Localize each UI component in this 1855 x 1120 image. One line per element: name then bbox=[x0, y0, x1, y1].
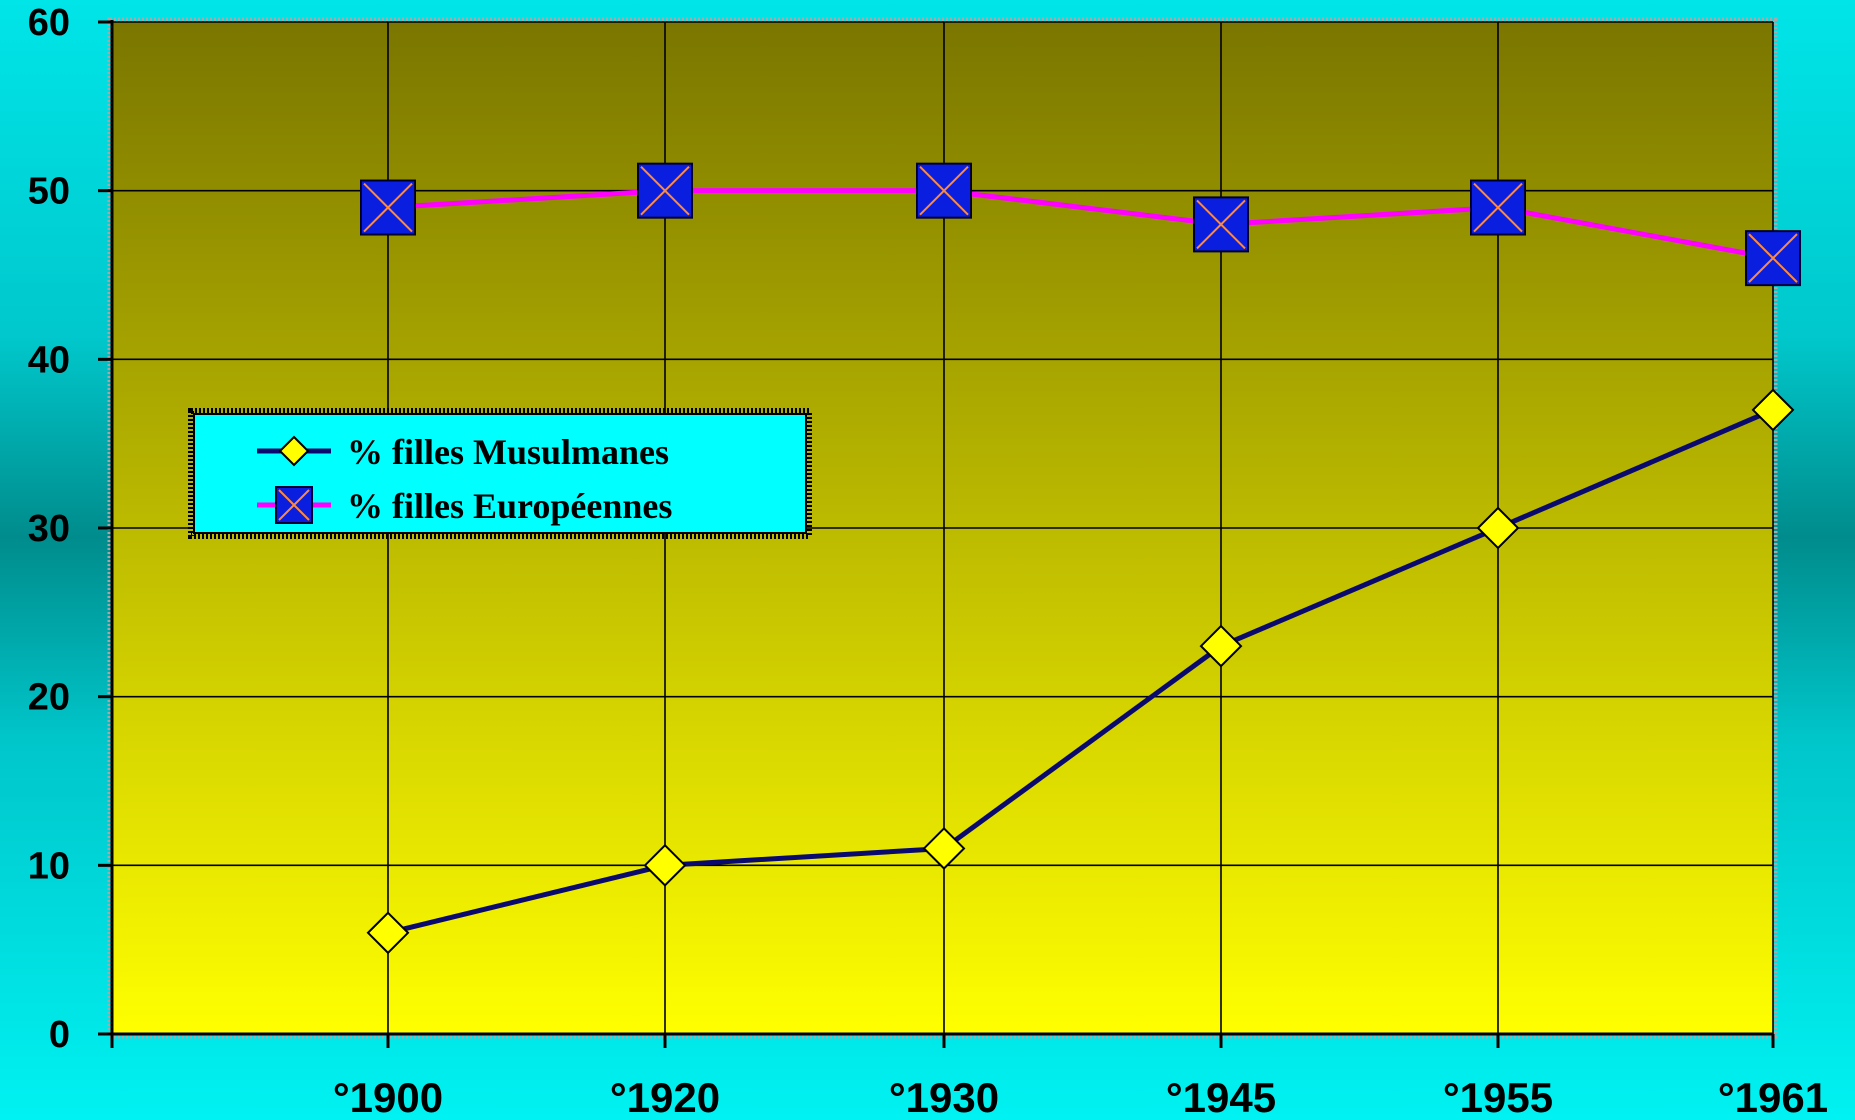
series-2-point bbox=[360, 179, 416, 236]
series-1-point bbox=[643, 843, 687, 887]
y-tick-label: 10 bbox=[28, 845, 70, 887]
legend-border bbox=[188, 408, 812, 539]
y-tick-label: 30 bbox=[28, 508, 70, 550]
y-tick-label: 20 bbox=[28, 677, 70, 719]
marker-cross-b bbox=[363, 182, 413, 233]
y-tick-label: 0 bbox=[49, 1014, 70, 1056]
series-1-point bbox=[922, 827, 966, 870]
y-tick-label: 50 bbox=[28, 171, 70, 213]
series-2-point bbox=[1745, 230, 1801, 287]
y-tick-label: 60 bbox=[28, 2, 70, 44]
legend-diamond-marker bbox=[278, 435, 310, 467]
legend-label: % filles Européennes bbox=[347, 486, 672, 526]
legend-item-2: % filles Européennes bbox=[257, 486, 672, 526]
legend: % filles Musulmanes % filles Européennes bbox=[188, 408, 812, 539]
series-line-2 bbox=[387, 188, 1774, 261]
x-tick-label: °1920 bbox=[610, 1074, 720, 1120]
marker-cross-b bbox=[919, 165, 969, 216]
x-tick-label: °1930 bbox=[889, 1074, 999, 1120]
series-line-1 bbox=[387, 407, 1774, 936]
legend-square-marker bbox=[275, 486, 313, 524]
x-tick-label: °1945 bbox=[1166, 1074, 1276, 1120]
marker-cross-b bbox=[1473, 182, 1523, 233]
y-tick-label: 40 bbox=[28, 339, 70, 381]
marker-cross-b bbox=[1196, 199, 1246, 250]
series-2-point bbox=[1193, 196, 1249, 253]
series-1-point bbox=[1751, 388, 1795, 432]
legend-item-1: % filles Musulmanes bbox=[257, 432, 669, 472]
legend-label: % filles Musulmanes bbox=[347, 432, 669, 472]
x-tick-label: °1961 bbox=[1718, 1074, 1828, 1120]
series-1-point bbox=[366, 911, 410, 955]
x-tick-label: °1955 bbox=[1443, 1074, 1553, 1120]
series-1-point bbox=[1476, 506, 1520, 550]
series-1-point bbox=[1199, 624, 1243, 668]
series-2-point bbox=[1470, 179, 1526, 236]
series-2-point bbox=[637, 162, 693, 219]
marker-cross-b bbox=[1748, 233, 1798, 283]
marker-cross-b bbox=[278, 489, 310, 521]
marker-cross-b bbox=[640, 165, 690, 216]
x-tick-label: °1900 bbox=[333, 1074, 443, 1120]
series-2-point bbox=[916, 162, 972, 219]
